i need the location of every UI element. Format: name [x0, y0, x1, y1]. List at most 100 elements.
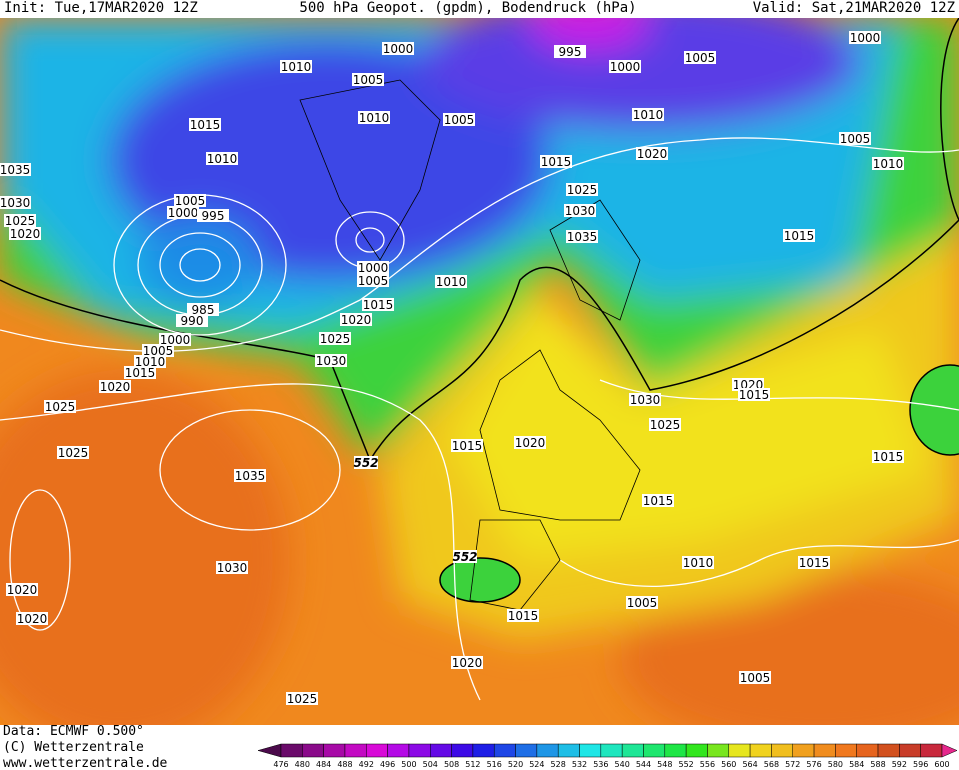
isobar-label: 1010	[632, 108, 664, 122]
isobar-label: 985	[187, 303, 219, 317]
isobar-value: 1010	[207, 152, 238, 166]
isobar-value: 1000	[168, 206, 199, 220]
isobar-value: 1015	[190, 118, 221, 132]
isobar-value: 1015	[739, 388, 770, 402]
isobar-label: 1015	[540, 155, 572, 169]
label-box	[540, 155, 572, 168]
label-box	[632, 108, 664, 121]
isobar-label: 1025	[286, 692, 318, 706]
isobar-label: 1025	[566, 183, 598, 197]
colorbar-label: 484	[316, 760, 331, 769]
label-box	[174, 194, 206, 207]
label-box	[352, 73, 384, 86]
label-box	[187, 303, 219, 316]
isobar-label: 1010	[280, 60, 312, 74]
label-box	[682, 556, 714, 569]
label-box	[357, 261, 389, 274]
isobar-value: 1000	[383, 42, 414, 56]
colorbar-swatch	[344, 743, 367, 758]
isobar-value: 1000	[850, 31, 881, 45]
isobar-value: 1020	[7, 583, 38, 597]
label-box	[798, 556, 830, 569]
colorbar-swatch	[813, 743, 836, 758]
label-box	[566, 183, 598, 196]
isobar-value: 1000	[358, 261, 389, 275]
isobar-value: 1015	[873, 450, 904, 464]
label-box	[738, 388, 770, 401]
isobar-label: 1015	[362, 298, 394, 312]
colorbar-label: 524	[529, 760, 544, 769]
colorbar-label: 572	[785, 760, 800, 769]
colorbar-swatch	[643, 743, 666, 758]
isobar-value: 1035	[0, 163, 30, 177]
isobar-label: 1000	[382, 42, 414, 56]
isobar-value: 1015	[452, 439, 483, 453]
isobar-label: 995	[197, 209, 229, 223]
label-box	[176, 314, 208, 327]
isobar-label: 1020	[16, 612, 48, 626]
isobar-value: 1005	[358, 274, 389, 288]
isobar-label: 1015	[124, 366, 156, 380]
colorbar-label: 568	[764, 760, 779, 769]
colorbar-swatch	[515, 743, 538, 758]
label-box	[286, 692, 318, 705]
isobar-label: 1005	[626, 596, 658, 610]
colorbar-label: 540	[615, 760, 630, 769]
map-title: 500 hPa Geopot. (gpdm), Bodendruck (hPa)	[299, 0, 636, 16]
isobar-label: 1015	[642, 494, 674, 508]
colorbar-label: 532	[572, 760, 587, 769]
label-box	[514, 436, 546, 449]
colorbar-label: 596	[913, 760, 928, 769]
isobar-label: 1020	[451, 656, 483, 670]
colorbar-swatch	[877, 743, 900, 758]
isobar-label: 1005	[352, 73, 384, 87]
isobar-label: 1005	[684, 51, 716, 65]
isobar-label: 1020	[99, 380, 131, 394]
label-box	[451, 439, 483, 452]
isobar-value: 1015	[508, 609, 539, 623]
label-box	[783, 229, 815, 242]
isobar-value: 1015	[799, 556, 830, 570]
colorbar-label: 508	[444, 760, 459, 769]
isobar-label: 1025	[4, 214, 36, 228]
isobar-label: 1005	[142, 344, 174, 358]
label-box	[4, 214, 36, 227]
isobar-label: 1015	[451, 439, 483, 453]
label-box	[849, 31, 881, 44]
colorbar-swatch	[707, 743, 730, 758]
isobar-label: 1035	[234, 469, 266, 483]
isobar-label: 1020	[636, 147, 668, 161]
footer-line: www.wetterzentrale.de	[3, 756, 168, 770]
label-box	[684, 51, 716, 64]
label-box	[315, 354, 347, 367]
map-field	[0, 18, 959, 725]
colorbar-swatch	[792, 743, 815, 758]
isobar-value: 1020	[515, 436, 546, 450]
colorbar-label: 492	[359, 760, 374, 769]
isobar-value: 1010	[873, 157, 904, 171]
isobar-value: 1020	[637, 147, 668, 161]
label-box	[566, 230, 598, 243]
label-box	[839, 132, 871, 145]
isobar-label: 1015	[872, 450, 904, 464]
isobar-label: 1010	[435, 275, 467, 289]
colorbar-label: 580	[828, 760, 843, 769]
isobar-value: 990	[181, 314, 204, 328]
colorbar-label: 512	[465, 760, 480, 769]
isobar-label: 1025	[649, 418, 681, 432]
isobar-label: 990	[176, 314, 208, 328]
colorbar-swatch	[536, 743, 559, 758]
isobar-value: 1025	[650, 418, 681, 432]
colorbar-swatch	[451, 743, 474, 758]
label-box	[358, 111, 390, 124]
label-box	[197, 209, 229, 222]
footer-line: (C) Wetterzentrale	[3, 740, 144, 755]
isobar-value: 1030	[217, 561, 248, 575]
label-box	[649, 418, 681, 431]
colorbar-label: 592	[892, 760, 907, 769]
isobar-label: 995	[554, 45, 586, 59]
isobar-label: 1000	[167, 206, 199, 220]
colorbar-label: 496	[380, 760, 395, 769]
colorbar-label: 476	[273, 760, 288, 769]
